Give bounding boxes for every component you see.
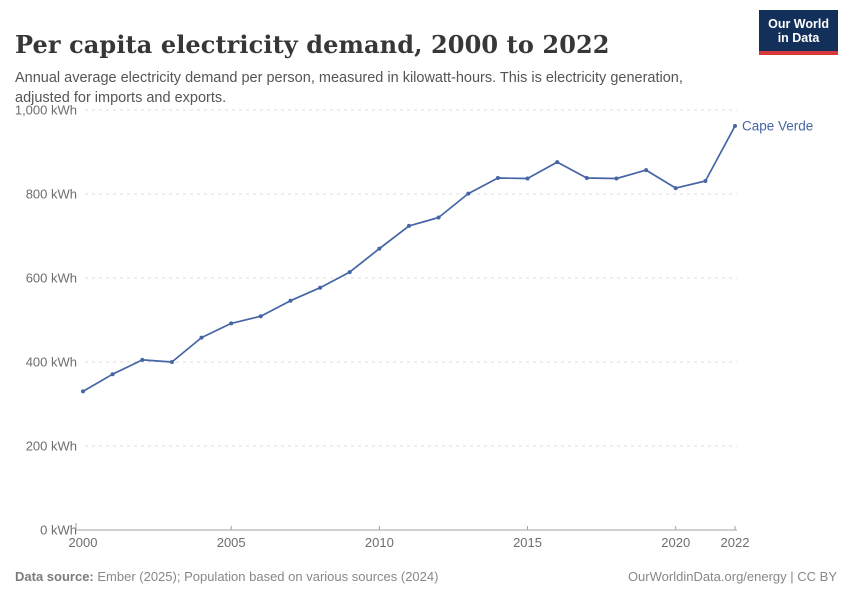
data-source-label: Data source:: [15, 569, 94, 584]
data-point-marker: [703, 179, 708, 183]
data-point-marker: [347, 270, 352, 275]
data-point-marker: [673, 186, 678, 191]
data-point-marker: [140, 357, 145, 362]
data-point-marker: [169, 360, 174, 364]
data-point-marker: [614, 176, 619, 181]
data-point-marker: [407, 223, 411, 228]
data-point-marker: [466, 191, 471, 196]
data-point-marker: [525, 176, 530, 181]
data-point-marker: [555, 160, 560, 165]
owid-logo: Our World in Data: [759, 10, 838, 55]
data-point-marker: [110, 372, 115, 377]
y-axis-tick-label: 600 kWh: [26, 271, 77, 286]
page-title: Per capita electricity demand, 2000 to 2…: [15, 30, 610, 60]
data-point-marker: [377, 246, 382, 251]
y-axis-tick-label: 800 kWh: [26, 187, 77, 202]
x-axis-tick-label: 2010: [365, 535, 394, 550]
x-axis-tick-label: 2000: [69, 535, 98, 550]
data-point-marker: [644, 168, 649, 173]
data-point-marker: [584, 176, 589, 180]
data-point-marker: [81, 389, 85, 394]
y-axis-tick-label: 200 kWh: [26, 439, 77, 454]
x-axis-tick-label: 2005: [217, 535, 246, 550]
y-axis-tick-label: 400 kWh: [26, 355, 77, 370]
owid-logo-line1: Our World: [768, 17, 829, 31]
data-point-marker: [495, 176, 500, 180]
data-line: [82, 125, 736, 393]
y-axis-tick-label: 1,000 kWh: [15, 103, 77, 118]
owid-url-link[interactable]: OurWorldinData.org/energy | CC BY: [627, 569, 837, 584]
x-axis-tick-label: 2022: [721, 535, 750, 550]
data-point-marker: [258, 314, 263, 319]
data-point-marker: [436, 215, 441, 220]
data-point-marker: [733, 124, 737, 128]
series-label: Cape Verde: [742, 118, 813, 133]
x-axis-tick-label: 2015: [513, 535, 542, 550]
data-point-marker: [229, 321, 234, 326]
data-point-marker: [199, 335, 204, 340]
x-axis-tick-label: 2020: [661, 535, 690, 550]
data-source-text: Ember (2025); Population based on variou…: [93, 569, 439, 584]
data-point-marker: [318, 285, 323, 290]
chart-subtitle: Annual average electricity demand per pe…: [15, 69, 683, 107]
owid-logo-line2: in Data: [777, 31, 820, 46]
data-source-note: Data source: Ember (2025); Population ba…: [15, 569, 438, 584]
y-axis-tick-label: 0 kWh: [40, 523, 77, 538]
chart-footer: Data source: Ember (2025); Population ba…: [15, 569, 837, 584]
data-point-marker: [288, 298, 293, 303]
